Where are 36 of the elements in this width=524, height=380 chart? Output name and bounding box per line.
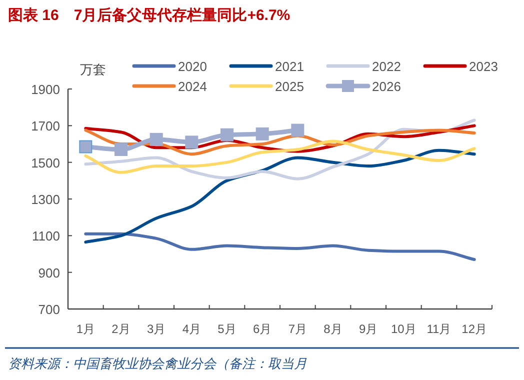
y-tick-label: 1700 (31, 118, 60, 134)
x-tick-label: 1月 (76, 322, 96, 336)
x-tick-label: 9月 (358, 322, 378, 336)
legend-label: 2023 (469, 59, 498, 74)
y-tick-label: 700 (38, 302, 60, 317)
y-tick-label: 1300 (31, 192, 60, 207)
legend-label: 2025 (275, 79, 304, 94)
legend-label: 2022 (372, 59, 401, 74)
point (220, 128, 234, 142)
x-tick-label: 5月 (218, 322, 236, 336)
text: 资料来源：中国畜牧业协会禽业分会（备注：取当月 (8, 356, 307, 371)
legend-label: 2021 (275, 59, 304, 74)
point (150, 132, 163, 146)
y-tick-label: 900 (38, 265, 60, 280)
point (185, 136, 198, 149)
x-tick-label: 6月 (252, 322, 272, 336)
x-tick-label: 3月 (146, 322, 166, 336)
point (79, 140, 92, 154)
x-tick-label: 12月 (462, 322, 488, 336)
legend-label: 2020 (178, 59, 207, 74)
y-axis-title: 万套 (80, 62, 106, 77)
x-tick-label: 7月 (288, 322, 308, 336)
point (291, 124, 304, 137)
y-tick-label: 1500 (31, 155, 60, 170)
y-tick-label: 1100 (32, 228, 60, 244)
chart-title: 图表 16 7月后备父母代存栏量同比+6.7% (8, 7, 290, 24)
x-tick-label: 4月 (182, 322, 202, 336)
point (256, 127, 269, 140)
point (114, 143, 128, 156)
legend-label: 2024 (178, 79, 207, 94)
x-tick-label: 10月 (390, 322, 416, 336)
x-tick-label: 2月 (112, 322, 130, 336)
legend-label: 2026 (372, 79, 401, 94)
x-tick-label: 8月 (324, 322, 342, 336)
y-tick-label: 1900 (31, 82, 60, 97)
x-tick-label: 11月 (426, 322, 452, 336)
